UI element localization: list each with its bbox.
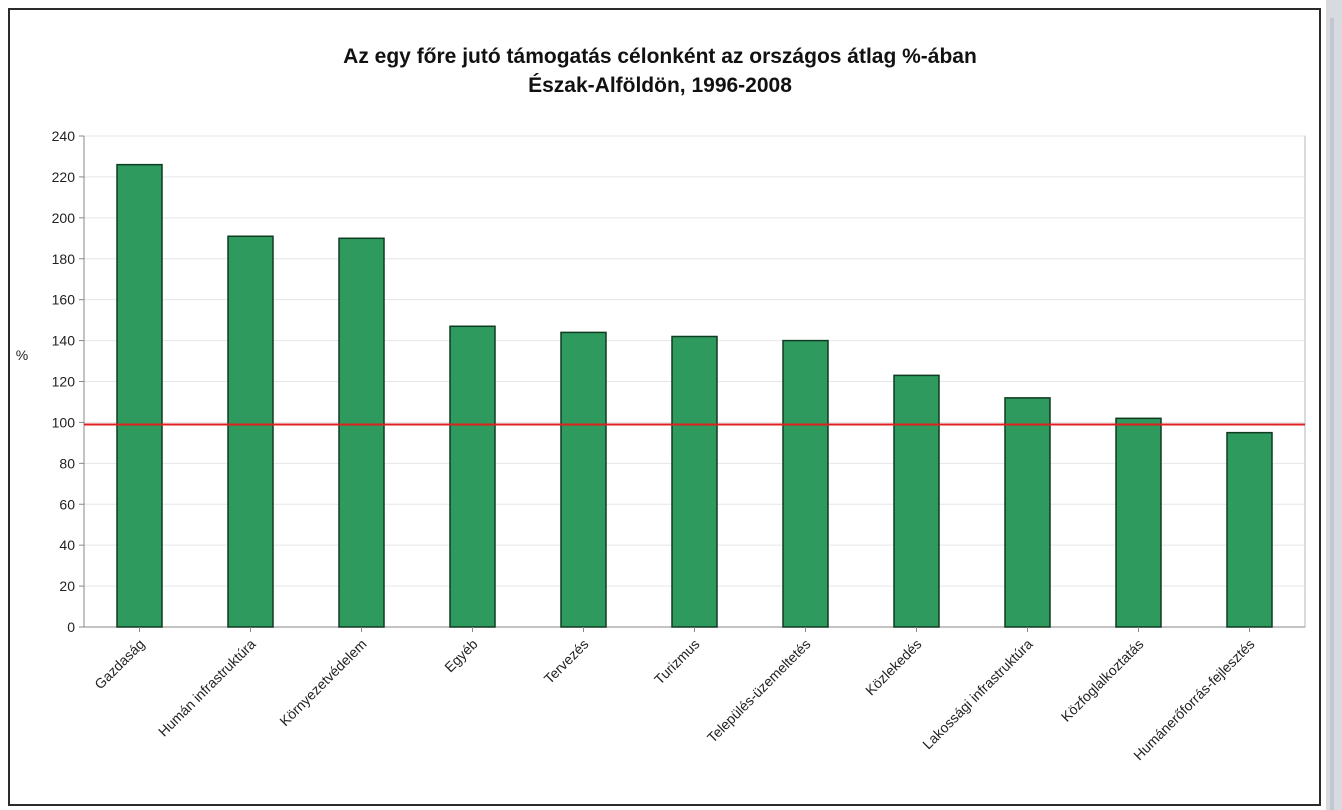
y-tick-label-4: 80 [59, 455, 75, 471]
x-tick-label-3: Egyéb [441, 636, 481, 676]
y-tick-label-12: 240 [52, 128, 76, 144]
bar-3 [449, 325, 496, 628]
chart-title-line-2: Észak-Alföldön, 1996-2008 [528, 74, 792, 97]
bar-7 [893, 374, 940, 628]
x-tick-label-10: Humánerőforrás-fejlesztés [1130, 636, 1257, 763]
bar-9 [1115, 417, 1162, 628]
x-tick-label-7: Közlekedés [862, 636, 925, 699]
y-tick-label-11: 220 [52, 169, 76, 185]
y-tick-label-10: 200 [52, 210, 76, 226]
chart-title-line-1: Az egy főre jutó támogatás célonként az … [343, 45, 977, 68]
x-tick-label-2: Környezetvédelem [276, 636, 369, 729]
y-tick-label-9: 180 [52, 251, 76, 267]
y-tick-label-5: 100 [52, 414, 76, 430]
bar-1 [227, 235, 274, 628]
y-tick-label-2: 40 [59, 537, 75, 553]
x-tick-label-9: Közfoglalkoztatás [1058, 636, 1147, 725]
x-tick-label-5: Turizmus [651, 636, 703, 688]
y-tick-label-3: 60 [59, 496, 75, 512]
bar-6 [782, 339, 829, 628]
x-tick-label-4: Tervezés [541, 636, 592, 687]
chart-title: Az egy főre jutó támogatás célonként az … [160, 42, 1160, 100]
bar-0 [116, 163, 163, 628]
y-tick-label-6: 120 [52, 374, 76, 390]
bar-8 [1004, 397, 1051, 628]
bar-5 [671, 335, 718, 628]
y-tick-label-8: 160 [52, 292, 76, 308]
x-tick-label-1: Humán infrastruktúra [155, 636, 259, 740]
x-tick-label-0: Gazdaság [91, 636, 147, 692]
bar-4 [560, 331, 607, 628]
side-strip-inner [1330, 18, 1334, 810]
bar-2 [338, 237, 385, 628]
x-tick-label-8: Lakossági infrastruktúra [919, 636, 1036, 753]
y-tick-label-0: 0 [67, 619, 75, 635]
y-tick-label-7: 140 [52, 333, 76, 349]
bar-10 [1226, 431, 1273, 628]
y-tick-label-1: 20 [59, 578, 75, 594]
x-tick-label-6: Település-üzemeltetés [704, 636, 814, 746]
y-axis-label: % [16, 347, 28, 363]
